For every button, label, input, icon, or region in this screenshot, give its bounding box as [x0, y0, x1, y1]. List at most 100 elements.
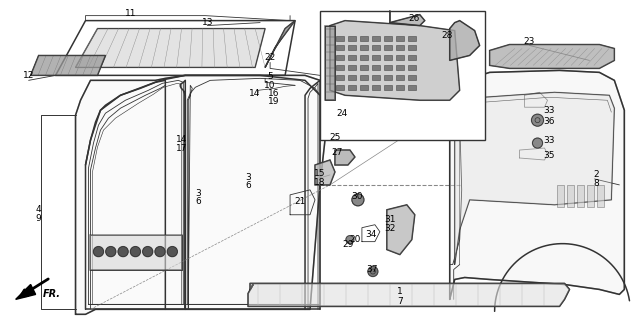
Bar: [360, 65, 368, 70]
Polygon shape: [387, 205, 415, 255]
Text: 35: 35: [544, 150, 556, 160]
Polygon shape: [450, 20, 479, 60]
Bar: [348, 55, 356, 60]
Text: 16: 16: [268, 89, 280, 98]
Text: 10: 10: [264, 81, 276, 90]
Circle shape: [155, 247, 165, 257]
Circle shape: [532, 114, 543, 126]
Text: 28: 28: [441, 31, 452, 40]
Bar: [597, 185, 604, 207]
Text: 6: 6: [195, 197, 201, 206]
Bar: [360, 76, 368, 80]
Text: 17: 17: [175, 144, 187, 153]
Circle shape: [93, 247, 104, 257]
Text: 25: 25: [329, 132, 340, 141]
Bar: [360, 85, 368, 90]
Bar: [372, 65, 380, 70]
Text: 31: 31: [384, 215, 396, 224]
Text: 27: 27: [332, 148, 342, 156]
Bar: [568, 185, 575, 207]
Bar: [372, 55, 380, 60]
Bar: [372, 76, 380, 80]
Text: 18: 18: [314, 179, 326, 188]
Bar: [396, 55, 404, 60]
Polygon shape: [490, 44, 614, 68]
Text: 29: 29: [342, 240, 354, 249]
Polygon shape: [454, 92, 614, 265]
Circle shape: [368, 267, 378, 276]
Polygon shape: [76, 28, 265, 68]
Bar: [408, 85, 416, 90]
Bar: [336, 45, 344, 51]
Polygon shape: [330, 20, 460, 100]
Bar: [408, 76, 416, 80]
Text: 34: 34: [365, 230, 376, 239]
Text: 3: 3: [245, 173, 251, 182]
Bar: [372, 85, 380, 90]
Bar: [336, 36, 344, 41]
Text: 21: 21: [294, 197, 306, 206]
Bar: [336, 85, 344, 90]
Bar: [396, 65, 404, 70]
Circle shape: [352, 194, 364, 206]
Text: 7: 7: [397, 297, 403, 306]
Polygon shape: [248, 284, 570, 306]
Circle shape: [131, 247, 140, 257]
Polygon shape: [90, 235, 182, 269]
Bar: [557, 185, 564, 207]
Circle shape: [346, 236, 354, 244]
Bar: [372, 36, 380, 41]
Text: 30: 30: [351, 192, 363, 201]
Text: 15: 15: [314, 169, 326, 179]
Bar: [384, 85, 392, 90]
Bar: [336, 76, 344, 80]
Bar: [396, 45, 404, 51]
Bar: [408, 65, 416, 70]
Bar: [336, 55, 344, 60]
Text: 3: 3: [195, 189, 201, 198]
Bar: [348, 65, 356, 70]
Circle shape: [532, 138, 543, 148]
Circle shape: [106, 247, 116, 257]
Text: 33: 33: [544, 136, 556, 145]
Polygon shape: [31, 55, 106, 76]
Bar: [384, 55, 392, 60]
Text: 24: 24: [337, 109, 348, 118]
Bar: [320, 11, 484, 140]
Polygon shape: [390, 11, 425, 26]
Bar: [348, 36, 356, 41]
Text: 22: 22: [264, 53, 276, 62]
Bar: [408, 36, 416, 41]
Bar: [336, 65, 344, 70]
Text: 26: 26: [408, 14, 419, 23]
Text: 5: 5: [268, 72, 273, 81]
Polygon shape: [335, 150, 355, 165]
Bar: [348, 76, 356, 80]
Bar: [360, 45, 368, 51]
Text: 1: 1: [397, 287, 403, 296]
Text: 33: 33: [544, 106, 556, 115]
Bar: [384, 36, 392, 41]
Polygon shape: [76, 76, 330, 314]
Text: 13: 13: [202, 18, 213, 27]
Bar: [348, 45, 356, 51]
Text: 37: 37: [366, 265, 378, 274]
Circle shape: [143, 247, 153, 257]
Bar: [396, 85, 404, 90]
Polygon shape: [335, 118, 350, 130]
Bar: [384, 65, 392, 70]
Text: FR.: FR.: [43, 289, 61, 300]
Text: 11: 11: [125, 9, 136, 18]
Bar: [372, 45, 380, 51]
Polygon shape: [265, 20, 295, 68]
Text: 2: 2: [593, 171, 599, 180]
Bar: [396, 76, 404, 80]
Text: 12: 12: [23, 71, 35, 80]
Text: 4: 4: [36, 205, 42, 214]
Polygon shape: [315, 160, 335, 185]
Text: 9: 9: [36, 214, 42, 223]
Polygon shape: [325, 26, 335, 100]
Bar: [348, 85, 356, 90]
Bar: [384, 45, 392, 51]
Polygon shape: [15, 284, 36, 300]
